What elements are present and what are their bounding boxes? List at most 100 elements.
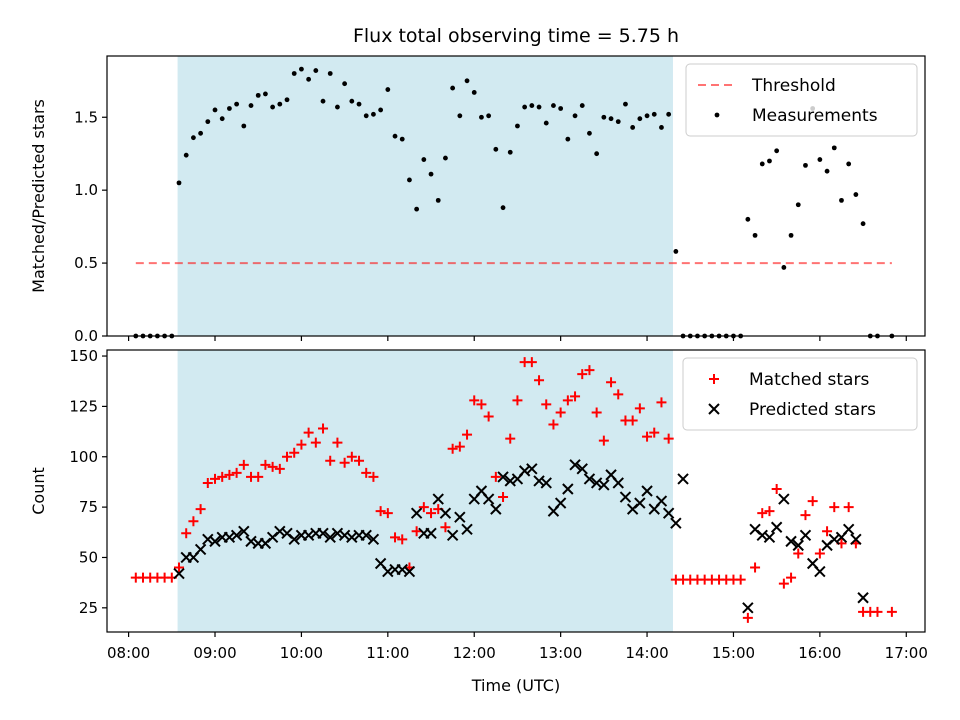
predicted-point xyxy=(857,592,869,604)
measurement-point xyxy=(299,66,304,72)
predicted-point xyxy=(778,493,790,505)
series-predicted-stars xyxy=(173,459,869,614)
matched-point xyxy=(210,473,221,484)
legend-label: Predicted stars xyxy=(749,400,876,420)
matched-point xyxy=(390,532,401,543)
measurement-point xyxy=(313,68,319,73)
matched-point xyxy=(498,492,509,503)
legend-marker xyxy=(714,112,720,118)
measurement-point xyxy=(306,76,312,82)
y-axis-label: Count xyxy=(29,467,48,515)
matched-point xyxy=(807,496,818,507)
measurement-point xyxy=(471,90,477,95)
matched-point xyxy=(663,433,674,444)
matched-point xyxy=(282,451,293,462)
measurement-point xyxy=(781,265,787,270)
measurement-point xyxy=(767,158,772,164)
predicted-point xyxy=(504,475,516,487)
measurement-point xyxy=(759,161,765,167)
measurement-point xyxy=(212,107,218,113)
measurement-point xyxy=(270,104,276,110)
predicted-point xyxy=(576,463,588,475)
matched-point xyxy=(440,522,451,533)
measurement-point xyxy=(291,71,297,76)
measurement-point xyxy=(493,146,499,152)
predicted-point xyxy=(655,495,668,507)
predicted-point xyxy=(634,497,646,509)
matched-point xyxy=(577,369,588,380)
matched-point xyxy=(656,397,667,408)
measurement-point xyxy=(277,101,283,107)
matched-point xyxy=(202,477,213,488)
x-tick-label: 08:00 xyxy=(107,644,150,662)
predicted-point xyxy=(742,602,754,614)
matched-point xyxy=(757,508,768,519)
measurement-point xyxy=(507,149,513,155)
observing-window-shade xyxy=(177,56,673,336)
predicted-point xyxy=(756,529,768,542)
measurement-point xyxy=(363,113,369,119)
predicted-point xyxy=(446,529,459,542)
predicted-point xyxy=(324,531,336,544)
matched-point xyxy=(195,504,206,515)
x-tick-label: 15:00 xyxy=(712,644,755,662)
measurement-point xyxy=(255,92,261,98)
matched-point xyxy=(548,419,559,430)
x-tick-label: 14:00 xyxy=(625,644,668,662)
matched-point xyxy=(462,429,473,440)
predicted-point xyxy=(677,473,689,485)
matched-point xyxy=(217,471,228,482)
measurement-point xyxy=(414,206,420,212)
matched-point xyxy=(800,510,811,521)
legend-box xyxy=(682,357,918,431)
predicted-point xyxy=(439,507,452,519)
matched-point xyxy=(750,562,761,573)
predicted-point xyxy=(432,493,444,505)
measurement-point xyxy=(500,205,506,211)
matched-point xyxy=(829,502,840,513)
matched-point xyxy=(822,526,833,537)
x-tick-label: 09:00 xyxy=(193,644,236,662)
predicted-point xyxy=(828,533,840,546)
matched-point xyxy=(368,471,379,482)
matched-point xyxy=(562,395,573,406)
predicted-point xyxy=(288,533,300,546)
measurement-point xyxy=(529,103,535,108)
matched-point xyxy=(339,457,350,468)
measurement-point xyxy=(371,111,376,117)
x-tick-label: 17:00 xyxy=(885,644,928,662)
measurement-point xyxy=(594,151,600,157)
matched-point xyxy=(555,407,566,418)
matched-point xyxy=(843,502,854,513)
x-tick-label: 16:00 xyxy=(798,644,841,662)
measurement-point xyxy=(644,113,650,119)
measurement-point xyxy=(752,232,758,238)
measurement-point xyxy=(241,123,247,129)
matched-point xyxy=(231,467,242,478)
matched-point xyxy=(303,427,314,438)
matched-point xyxy=(526,357,537,368)
predicted-point xyxy=(202,533,214,546)
measurement-point xyxy=(774,148,780,154)
measurement-point xyxy=(234,101,240,107)
matched-point xyxy=(310,437,321,448)
legend-label: Threshold xyxy=(751,76,836,96)
measurement-point xyxy=(846,161,852,167)
matched-point xyxy=(296,439,307,450)
x-tick-label: 12:00 xyxy=(453,644,496,662)
measurement-point xyxy=(399,136,405,142)
legend-label: Measurements xyxy=(752,106,878,126)
predicted-point xyxy=(367,533,380,546)
legend: Matched stars Predicted stars xyxy=(682,357,918,431)
axes-frame xyxy=(106,55,926,337)
measurement-point xyxy=(515,123,520,129)
matched-point xyxy=(426,508,437,519)
measurement-point xyxy=(558,106,564,111)
predicted-point xyxy=(331,527,344,540)
matched-point xyxy=(483,411,494,422)
matched-point xyxy=(764,506,775,517)
matched-point xyxy=(735,574,746,585)
predicted-point xyxy=(799,529,812,542)
matched-point xyxy=(174,562,185,573)
